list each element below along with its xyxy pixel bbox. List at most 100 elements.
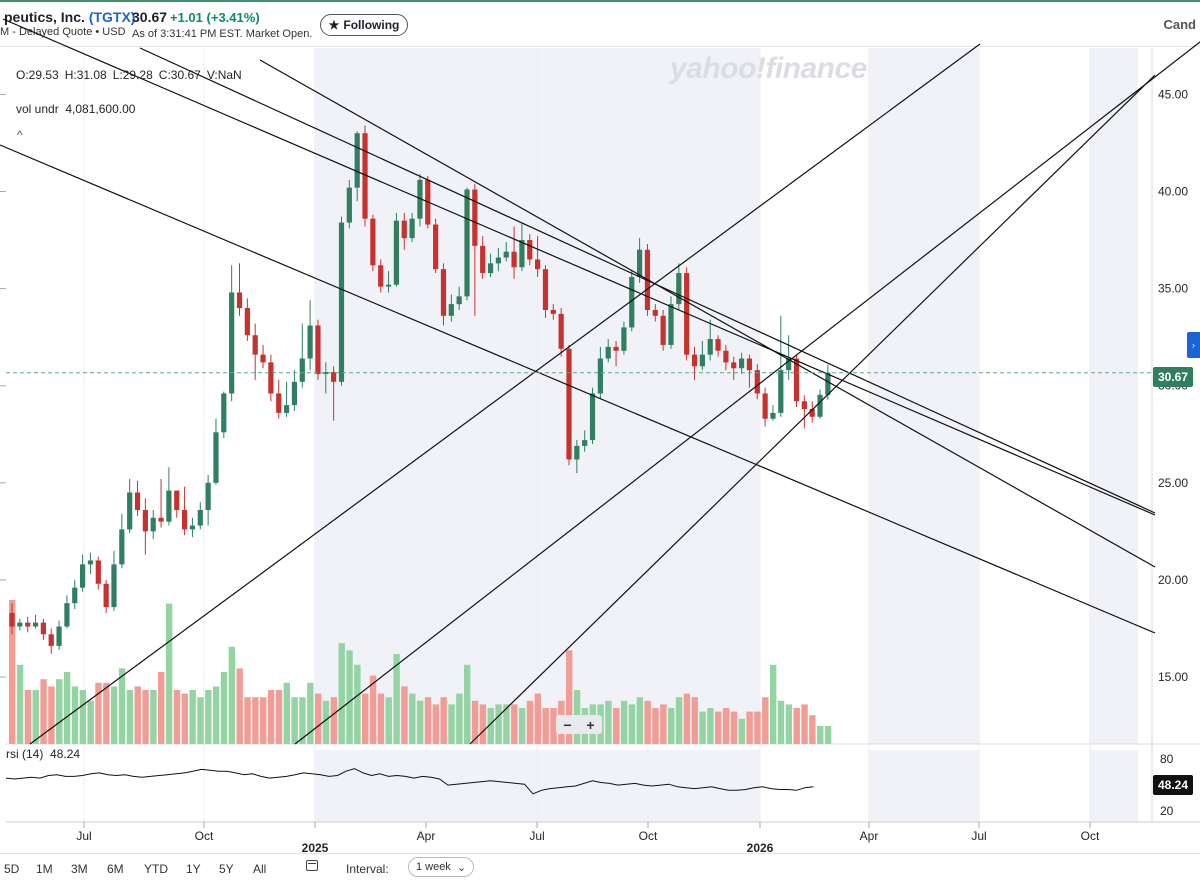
zoom-in-button[interactable]: + [586, 716, 595, 733]
following-button[interactable]: ★ Following [320, 14, 408, 36]
candle-body [605, 346, 611, 359]
y-tick-label: 25.00 [1158, 476, 1188, 490]
ohlc-low: L:29.28 [112, 68, 153, 82]
candle-body [527, 240, 533, 260]
candle-body [323, 372, 329, 375]
x-tick-label: 2026 [747, 841, 774, 854]
current-price: 30.67 [132, 9, 168, 25]
zoom-out-button[interactable]: − [563, 716, 572, 733]
volume-label: vol undr [16, 102, 59, 116]
volume-bar [691, 697, 698, 744]
range-1m[interactable]: 1M [36, 862, 53, 876]
volume-bar [526, 700, 534, 744]
candle-body [699, 354, 705, 367]
volume-bar [79, 690, 87, 744]
rsi-label: rsi (14) [6, 747, 44, 761]
trendline-2 [259, 59, 1156, 568]
candle-body [746, 358, 753, 371]
y-tick-label: 20.00 [1158, 573, 1188, 587]
volume-bar [126, 690, 134, 744]
candle-body [652, 309, 658, 316]
trendline-0 [0, 144, 1156, 634]
volume-bar [471, 700, 479, 744]
calendar-icon[interactable] [306, 860, 318, 871]
candle-body [150, 517, 156, 532]
volume-bar [9, 600, 16, 744]
interval-select[interactable]: 1 week ⌄ [408, 857, 474, 877]
candle-body [401, 220, 407, 239]
volume-bar [212, 686, 220, 744]
volume-bar [785, 704, 793, 744]
candle-body [495, 257, 501, 264]
candle-body [542, 269, 549, 310]
volume-bar [565, 650, 573, 744]
range-3m[interactable]: 3M [71, 862, 88, 876]
candle-body [95, 560, 101, 584]
candle-body [535, 259, 541, 270]
quote-subline: M - Delayed Quote • USD [0, 26, 126, 38]
interval-value: 1 week [415, 861, 451, 873]
volume-bar [369, 675, 377, 744]
candle-body [25, 622, 31, 627]
range-ytd[interactable]: YTD [144, 862, 168, 876]
volume-bar [314, 693, 322, 744]
candle-body [64, 603, 70, 627]
candle-body [417, 179, 423, 219]
volume-bar [291, 697, 298, 744]
candle-body [72, 587, 78, 604]
candle-body [205, 482, 211, 510]
volume-bar [511, 704, 518, 744]
candle-body [338, 222, 345, 382]
volume-bar [377, 693, 385, 744]
range-all[interactable]: All [253, 862, 267, 876]
range-1y[interactable]: 1Y [186, 862, 201, 876]
x-tick-label: 2025 [302, 841, 329, 854]
candle-body [260, 354, 266, 363]
candle-body [738, 358, 745, 369]
volume-bar [448, 704, 455, 744]
volume-bar [660, 704, 667, 744]
x-tick-label: Oct [195, 829, 214, 843]
candle-body [660, 315, 666, 345]
volume-bar [793, 708, 800, 744]
candle-body [511, 251, 517, 268]
candle-body [111, 564, 117, 608]
candle-body [142, 509, 148, 532]
volume-bar [205, 690, 212, 744]
range-5d[interactable]: 5D [4, 862, 20, 876]
x-tick-label: Oct [639, 829, 658, 843]
candle-body [268, 362, 274, 394]
candle-body [331, 372, 337, 382]
candle-body [793, 358, 800, 402]
volume-bar [322, 700, 330, 744]
shade-band-2026-q2 [869, 48, 979, 744]
y-tick-label: 40.00 [1158, 185, 1188, 199]
volume-bar [275, 690, 283, 744]
volume-bar [628, 704, 636, 744]
candle-body [762, 393, 768, 419]
range-6m[interactable]: 6M [107, 862, 124, 876]
price-chart[interactable]: 15.0020.0025.0030.0035.0040.0045.008020J… [0, 0, 1200, 854]
range-5y[interactable]: 5Y [219, 862, 234, 876]
volume-bar [142, 690, 149, 744]
candle-body [229, 292, 235, 394]
volume-bar [260, 697, 267, 744]
volume-bar [738, 718, 745, 744]
candle-body [629, 276, 635, 328]
trendline-4 [29, 43, 981, 745]
candle-body [221, 393, 227, 433]
rsi-shade-2026-q2 [869, 750, 979, 822]
side-panel-toggle[interactable]: › [1187, 332, 1200, 358]
candle-body [621, 327, 627, 351]
volume-bar [644, 700, 651, 744]
ticker-symbol[interactable]: (TGTX) [88, 9, 136, 25]
volume-bar [330, 697, 338, 744]
volume-bar [636, 697, 643, 744]
candle-body [440, 269, 447, 316]
collapse-caret-icon[interactable]: ^ [17, 128, 23, 142]
quote-header: peutics, Inc. (TGTX) M - Delayed Quote •… [0, 2, 1200, 46]
candle-body [236, 292, 243, 309]
rsi-legend: rsi (14) 48.24 [6, 747, 80, 761]
chart-type-selector[interactable]: Cand [1163, 17, 1197, 32]
candle-body [503, 251, 509, 258]
